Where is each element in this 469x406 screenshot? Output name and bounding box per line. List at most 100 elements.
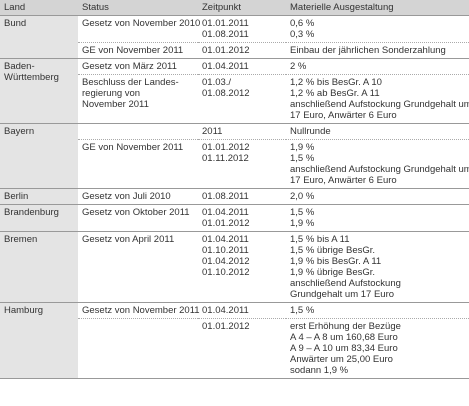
text-line: A 9 – A 10 um 83,34 Euro [290, 343, 398, 354]
text-line: Gesetz von März 2011 [82, 61, 177, 72]
table-row: Bund Gesetz von November 2010 01.01.2011 01… [0, 15, 469, 59]
status-cell: Beschluss der Landes-regierung von Novemb… [78, 74, 198, 124]
date-cell: 01.04.2011 01.01.2012 [198, 204, 286, 232]
date-cell: 01.01.2012 [198, 318, 286, 379]
detail-cell: erst Erhöhung der Bezüge A 4 – A 8 um 160… [286, 318, 469, 379]
status-cell: GE von November 2011 [78, 139, 198, 189]
text-line: 01.01.2012 [202, 218, 250, 229]
text-line: Anwärter um 25,00 Euro [290, 354, 393, 365]
land-cell: Bremen [0, 231, 78, 303]
text-line: Bremen [4, 234, 38, 245]
table-row: Bremen Gesetz von April 2011 01.04.2011 01.… [0, 231, 469, 303]
text-line: anschließend Aufstockung [290, 278, 401, 289]
text-line: Einbau der jährlichen Sonderzahlung [290, 45, 446, 56]
table-row: GE von November 2011 01.01.2012 01.11.2012… [0, 139, 469, 189]
status-cell [78, 123, 198, 140]
table: Land Status Zeitpunkt Materielle Ausgestalt… [0, 0, 469, 379]
text-line: Nullrunde [290, 126, 331, 137]
text-line: 1,5 % [290, 153, 315, 164]
status-cell: Gesetz von November 2010 [78, 15, 201, 43]
text-line: GE von November 2011 [82, 45, 184, 56]
date-cell: 01.01.2012 01.11.2012 [198, 139, 286, 189]
text-line: Brandenburg [4, 207, 59, 218]
text-line: 1,5 % [290, 305, 315, 316]
date-cell: 01.01.2012 [198, 42, 286, 59]
detail-cell: 1,5 % [286, 302, 469, 319]
text-line: 01.03./ [202, 77, 232, 88]
column-header: Land [0, 0, 78, 16]
text-line: Gesetz von April 2011 [82, 234, 175, 245]
column-header: Materielle Ausgestaltung [286, 0, 469, 16]
text-line: 0,3 % [290, 29, 315, 40]
text-line: 01.04.2011 [202, 305, 249, 316]
text-line: November 2011 [82, 99, 149, 110]
text-line: 1,9 % [290, 218, 315, 229]
text-line: Gesetz von Oktober 2011 [82, 207, 190, 218]
column-header: Status [78, 0, 198, 16]
text-line: 01.04.2011 [202, 207, 249, 218]
text-line: Gesetz von November 2011 [82, 305, 200, 316]
date-cell: 01.08.2011 [198, 188, 286, 205]
land-cell: Bund [0, 15, 78, 59]
text-line: 01.01.2012 [202, 142, 250, 153]
text-line: 1,9 % übrige BesGr. [290, 267, 376, 278]
detail-cell: 2,0 % [286, 188, 469, 205]
text-line: Hamburg [4, 305, 44, 316]
land-cell: Berlin [0, 188, 78, 205]
detail-cell: 2 % [286, 58, 469, 75]
text-line: Bayern [4, 126, 35, 137]
text-line: anschließend Aufstockung Grundgehalt um [290, 99, 469, 110]
text-line: 1,2 % bis BesGr. A 10 [290, 77, 382, 88]
status-cell: Gesetz von Juli 2010 [78, 188, 198, 205]
table-row: Beschluss der Landes-regierung von Novemb… [0, 74, 469, 124]
date-cell: 01.04.2011 [198, 58, 286, 75]
land-cell: Brandenburg [0, 204, 78, 232]
detail-cell: 1,9 % 1,5 % anschließend Aufstockung Grund… [286, 139, 469, 189]
table-row: GE von November 2011 01.01.2012 Einbau der… [0, 42, 469, 59]
text-line: A 4 – A 8 um 160,68 Euro [290, 332, 398, 343]
text-line: 01.04.2011 [202, 234, 249, 245]
status-cell [78, 318, 198, 379]
text-line: Baden- [4, 61, 35, 72]
table-row: Berlin Gesetz von Juli 2010 01.08.2011 2,0 … [0, 188, 469, 205]
text-line: anschließend Aufstockung Grundgehalt um [290, 164, 469, 175]
text-line: 01.10.2011 [202, 245, 249, 256]
text-line: 01.11.2012 [202, 153, 249, 164]
status-cell: Gesetz von November 2011 [78, 302, 200, 319]
text-line: sodann 1,9 % [290, 365, 349, 376]
text-line: 01.04.2011 [202, 61, 249, 72]
text-line: regierung von [82, 88, 141, 99]
status-cell: Gesetz von März 2011 [78, 58, 198, 75]
text-line: Gesetz von Juli 2010 [82, 191, 171, 202]
text-line: Grundgehalt um 17 Euro [290, 289, 395, 300]
detail-cell: 1,5 % bis A 11 1,5 % übrige BesGr. 1,9 % b… [286, 231, 469, 303]
text-line: Berlin [4, 191, 29, 202]
text-line: Beschluss der Landes- [82, 77, 179, 88]
status-cell: GE von November 2011 [78, 42, 198, 59]
text-line: 1,5 % [290, 207, 315, 218]
detail-cell: 0,6 % 0,3 % [286, 15, 469, 43]
text-line: 01.01.2011 [202, 18, 249, 29]
text-line: 2,0 % [290, 191, 315, 202]
text-line: GE von November 2011 [82, 142, 184, 153]
date-cell: 01.04.2011 [198, 302, 286, 319]
text-line: Bund [4, 18, 27, 29]
land-cell: Baden- Württemberg [0, 58, 78, 124]
text-line: 1,5 % bis A 11 [290, 234, 350, 245]
header-row: Land Status Zeitpunkt Materielle Ausgestalt… [0, 0, 469, 16]
text-line: 17 Euro, Anwärter 6 Euro [290, 110, 397, 121]
text-line: Gesetz von November 2010 [82, 18, 201, 29]
date-cell: 01.03./01.08.2012 [198, 74, 286, 124]
text-line: 01.04.2012 [202, 256, 250, 267]
text-line: 01.01.2012 [202, 321, 250, 332]
detail-cell: 1,2 % bis BesGr. A 10 1,2 % ab BesGr. A 1… [286, 74, 469, 124]
date-cell: 01.04.2011 01.10.2011 01.04.2012 01.10.2012 [198, 231, 286, 303]
text-line: 01.10.2012 [202, 267, 250, 278]
status-cell: Gesetz von April 2011 [78, 231, 198, 303]
table-row: 01.01.2012 erst Erhöhung der Bezüge A 4 – … [0, 318, 469, 379]
detail-cell: Nullrunde [286, 123, 469, 140]
land-cell: Bayern [0, 123, 78, 189]
status-cell: Gesetz von Oktober 2011 [78, 204, 198, 232]
text-line: 01.08.2011 [202, 191, 249, 202]
